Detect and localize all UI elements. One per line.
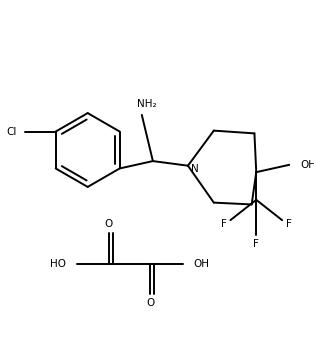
Text: OH: OH [300, 160, 314, 170]
Text: NH₂: NH₂ [137, 99, 156, 109]
Text: HO: HO [51, 259, 67, 269]
Text: Cl: Cl [7, 127, 17, 136]
Text: O: O [105, 219, 113, 229]
Text: O: O [146, 298, 154, 308]
Text: OH: OH [194, 259, 210, 269]
Text: N: N [191, 164, 198, 174]
Text: F: F [253, 239, 259, 249]
Text: F: F [221, 219, 227, 229]
Text: F: F [286, 219, 291, 229]
